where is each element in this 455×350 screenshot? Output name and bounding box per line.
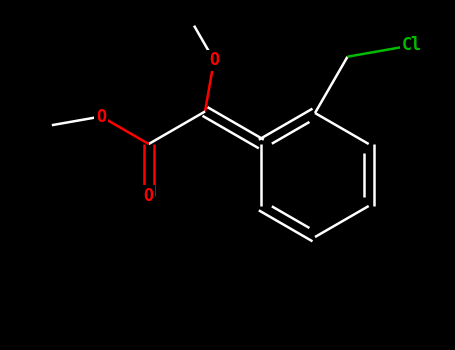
- Text: O: O: [96, 107, 106, 126]
- Text: Cl: Cl: [401, 36, 421, 54]
- Text: O: O: [144, 187, 154, 205]
- Text: O: O: [209, 51, 219, 69]
